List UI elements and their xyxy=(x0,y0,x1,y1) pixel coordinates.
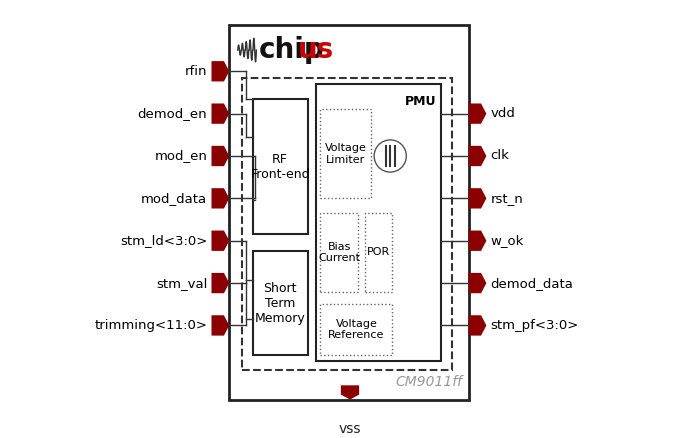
Text: stm_ld<3:0>: stm_ld<3:0> xyxy=(120,234,207,247)
Text: PMU: PMU xyxy=(405,95,437,108)
Text: Voltage
Limiter: Voltage Limiter xyxy=(325,143,367,165)
Polygon shape xyxy=(211,61,230,81)
Polygon shape xyxy=(468,230,486,251)
Polygon shape xyxy=(211,230,230,251)
Text: POR: POR xyxy=(367,247,390,258)
Text: rst_n: rst_n xyxy=(491,192,524,205)
Polygon shape xyxy=(468,103,486,124)
Bar xyxy=(321,304,393,355)
Polygon shape xyxy=(468,273,486,293)
Polygon shape xyxy=(468,146,486,166)
Text: w_ok: w_ok xyxy=(491,234,524,247)
Polygon shape xyxy=(211,273,230,293)
Bar xyxy=(365,213,393,292)
Text: vdd: vdd xyxy=(491,107,515,120)
Text: stm_pf<3:0>: stm_pf<3:0> xyxy=(491,319,579,332)
Polygon shape xyxy=(211,315,230,336)
Text: stm_val: stm_val xyxy=(156,276,207,290)
Polygon shape xyxy=(211,146,230,166)
Text: clk: clk xyxy=(491,149,510,162)
Bar xyxy=(321,213,358,292)
Bar xyxy=(253,99,307,234)
Polygon shape xyxy=(468,315,486,336)
Bar xyxy=(242,78,452,370)
Text: RF
Front-end: RF Front-end xyxy=(251,152,310,180)
Polygon shape xyxy=(341,385,359,399)
Text: mod_en: mod_en xyxy=(155,149,207,162)
Text: CM9011ff: CM9011ff xyxy=(395,375,462,389)
Text: us: us xyxy=(298,36,334,64)
Bar xyxy=(316,84,441,361)
Text: trimming<11:0>: trimming<11:0> xyxy=(94,319,207,332)
Text: rfin: rfin xyxy=(185,65,207,78)
Text: vss: vss xyxy=(339,422,361,436)
Circle shape xyxy=(374,140,406,172)
Polygon shape xyxy=(468,188,486,208)
Polygon shape xyxy=(211,188,230,208)
Text: mod_data: mod_data xyxy=(141,192,207,205)
Text: Short
Term
Memory: Short Term Memory xyxy=(255,282,305,325)
Polygon shape xyxy=(211,103,230,124)
Text: Voltage
Reference: Voltage Reference xyxy=(328,319,384,340)
Bar xyxy=(253,251,307,355)
Bar xyxy=(230,25,468,399)
Text: chip: chip xyxy=(259,36,325,64)
Text: demod_data: demod_data xyxy=(491,276,573,290)
Bar xyxy=(321,110,371,198)
Text: Bias
Current: Bias Current xyxy=(318,242,360,263)
Text: demod_en: demod_en xyxy=(138,107,207,120)
